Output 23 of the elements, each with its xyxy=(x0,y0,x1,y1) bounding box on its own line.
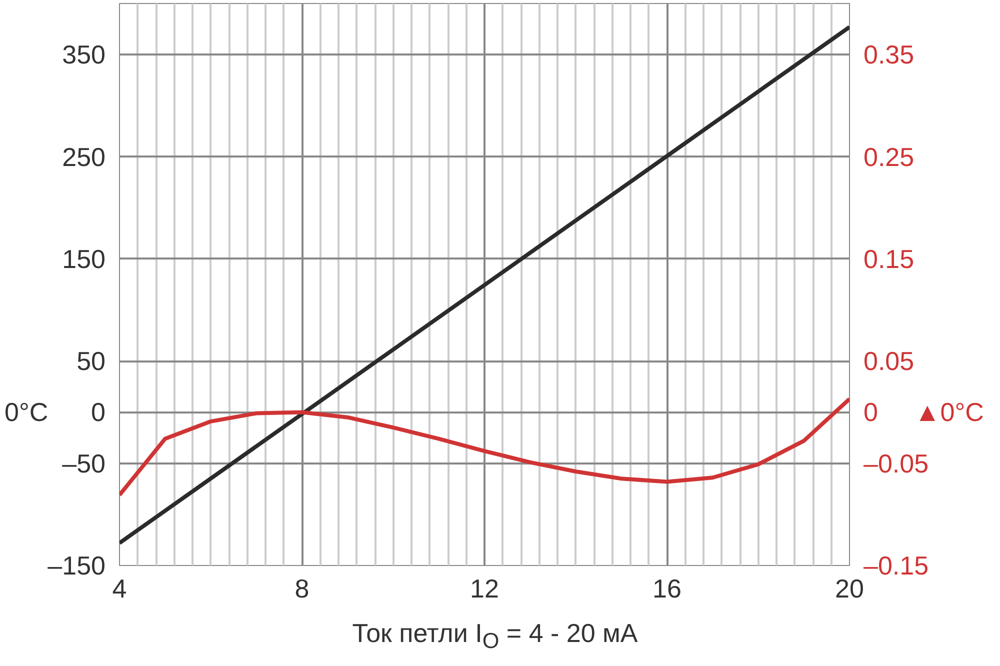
y-tick-label: 150 xyxy=(62,244,106,274)
y-tick-label: 250 xyxy=(62,142,106,172)
y-tick-label: 0 xyxy=(91,397,106,428)
x-tick-label: 4 xyxy=(112,574,127,604)
y-tick-label: –50 xyxy=(62,448,106,478)
x-tick-label: 12 xyxy=(470,574,499,604)
x-tick-label: 8 xyxy=(294,574,310,604)
y2-tick-label: 0.25 xyxy=(864,142,914,172)
x-tick-label: 16 xyxy=(652,574,682,604)
y2-tick-label: 0.05 xyxy=(864,346,914,376)
y2-tick-label: 0.15 xyxy=(864,244,914,274)
y-tick-label: 350 xyxy=(62,40,106,70)
y-tick-label: 50 xyxy=(76,346,106,376)
y-axis-title: 0°C xyxy=(4,397,48,428)
x-axis-title: Ток петли I$_{O}$ = 4 - 20 мА xyxy=(352,617,638,656)
line-series xyxy=(120,396,850,497)
y2-tick-label: –0.05 xyxy=(864,448,929,478)
x-tick-label: 20 xyxy=(835,574,864,604)
y-tick-label: –150 xyxy=(48,550,106,580)
y2-tick-label: 0 xyxy=(864,397,878,428)
y2-tick-label: 0.35 xyxy=(864,40,914,70)
y2-tick-label: –0.15 xyxy=(864,550,929,580)
y2-axis-title: ▲0°C xyxy=(914,397,984,428)
